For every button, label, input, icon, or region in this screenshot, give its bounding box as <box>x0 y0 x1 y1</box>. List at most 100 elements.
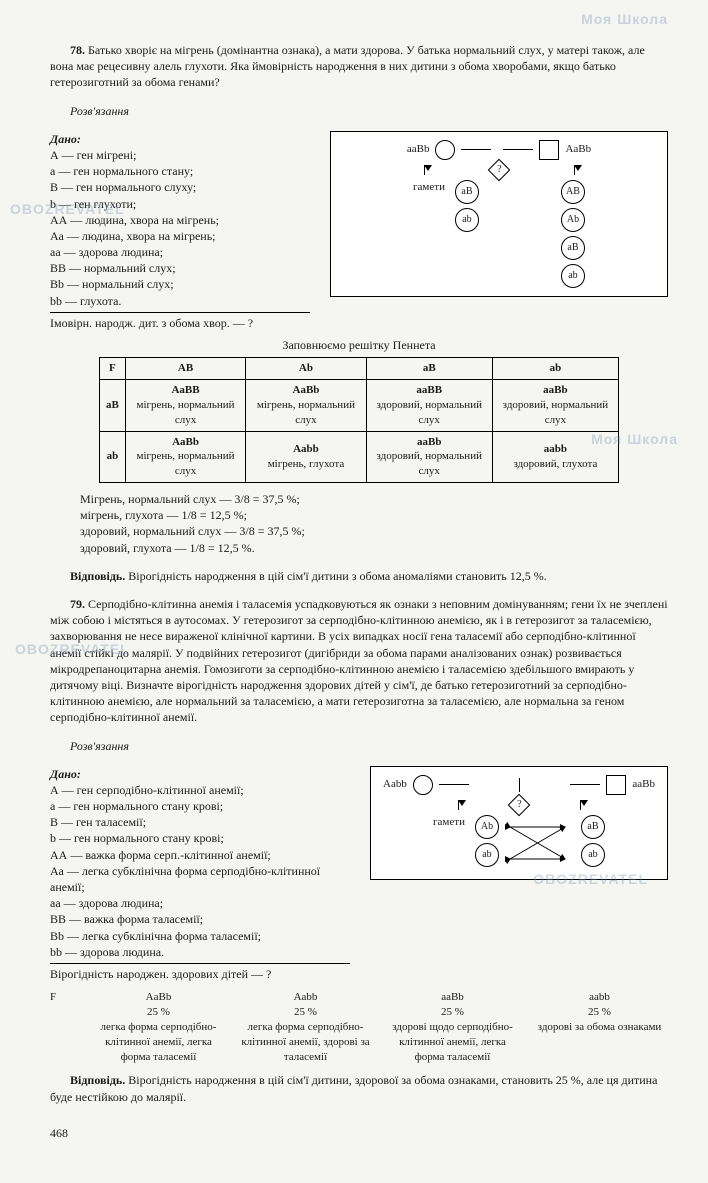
punnett-cell: Aabbмігрень, глухота <box>246 431 366 483</box>
father-genotype: AaBb <box>565 142 591 157</box>
male-icon <box>539 140 559 160</box>
female-icon <box>435 140 455 160</box>
punnett-cell: AaBbмігрень, нормальний слух <box>246 380 366 432</box>
punnett-title: Заповнюємо решітку Пеннета <box>50 337 668 353</box>
results-row-pct: 25 % 25 % 25 % 25 % <box>50 1005 668 1020</box>
punnett-row-header: aB <box>100 380 126 432</box>
punnett-col-header: aB <box>366 358 492 380</box>
summary-line: Мігрень, нормальний слух — 3/8 = 37,5 %; <box>80 491 668 507</box>
result-geno: Aabb <box>237 990 374 1005</box>
punnett-cell: aaBbздоровий, нормальний слух <box>366 431 492 483</box>
punnett-cell: aaBBздоровий, нормальний слух <box>366 380 492 432</box>
summary-line: мігрень, глухота — 1/8 = 12,5 %; <box>80 507 668 523</box>
dano-item: Вb — легка субклінічна форма таласемії; <box>50 928 350 944</box>
problem-text: Батько хворіє на мігрень (домінантна озн… <box>50 43 645 89</box>
dano-question: Вірогідність народжен. здорових дітей — … <box>50 963 350 982</box>
pedigree-diagram: aaBb AaBb ? <box>330 131 668 297</box>
pedigree-diagram: Aabb aaBb ? гамети Ab <box>370 766 668 880</box>
result-pct: 25 % <box>90 1005 227 1020</box>
summary-line: здоровий, нормальний слух — 3/8 = 37,5 %… <box>80 523 668 539</box>
gamete: Ab <box>475 815 499 839</box>
dano-item: bb — здорова людина. <box>50 944 350 960</box>
gamete: ab <box>581 843 605 867</box>
f-label: F <box>50 990 80 1005</box>
offspring-icon: ? <box>508 793 531 816</box>
result-geno: AaBb <box>90 990 227 1005</box>
dano-item: Аа — легка субклінічна форма серподібно-… <box>50 863 350 895</box>
gamete: aB <box>581 815 605 839</box>
section-rozv: Розв'язання <box>50 738 668 754</box>
gamete: Ab <box>561 208 585 232</box>
dano-item: а — ген нормального стану крові; <box>50 798 350 814</box>
punnett-cell: aabbздоровий, глухота <box>492 431 618 483</box>
punnett-col-header: ab <box>492 358 618 380</box>
dano-block: Дано: А — ген серподібно-клітинної анемі… <box>50 766 350 982</box>
cross-arrows-icon <box>505 815 575 871</box>
mother-genotype: Aabb <box>383 777 407 792</box>
punnett-col-header: Ab <box>246 358 366 380</box>
gamete: ab <box>475 843 499 867</box>
punnett-cell: aaBbздоровий, нормальний слух <box>492 380 618 432</box>
result-pct: 25 % <box>384 1005 521 1020</box>
result-geno: aabb <box>531 990 668 1005</box>
male-icon <box>606 775 626 795</box>
dano-item: В — ген нормального слуху; <box>50 179 310 195</box>
dano-item: Аа — людина, хвора на мігрень; <box>50 228 310 244</box>
answer-text: Вірогідність народження в цій сім'ї дити… <box>128 569 547 583</box>
punnett-cell: AaBbмігрень, нормальний слух <box>125 431 245 483</box>
punnett-cell: AaBBмігрень, нормальний слух <box>125 380 245 432</box>
female-icon <box>413 775 433 795</box>
dano-item: А — ген мігрені; <box>50 147 310 163</box>
problem-number: 78. <box>70 43 85 57</box>
gametes-label: гамети <box>433 815 465 830</box>
section-rozv: Розв'язання <box>50 103 668 119</box>
dano-item: ВВ — важка форма таласемії; <box>50 911 350 927</box>
result-pheno: здорові щодо серподібно-клітинної анемії… <box>384 1020 521 1065</box>
answer-label: Відповідь. <box>70 569 125 583</box>
answer-line: Відповідь. Вірогідність народження в цій… <box>50 568 668 584</box>
gamete: ab <box>455 208 479 232</box>
dano-label: Дано: <box>50 131 310 147</box>
dano-label: Дано: <box>50 766 350 782</box>
dano-item: АА — важка форма серп.-клітинної анемії; <box>50 847 350 863</box>
answer-text: Вірогідність народження в цій сім'ї дити… <box>50 1073 657 1103</box>
gamete: AB <box>561 180 585 204</box>
mother-genotype: aaBb <box>407 142 430 157</box>
dano-item: b — ген нормального стану крові; <box>50 830 350 846</box>
answer-line: Відповідь. Вірогідність народження в цій… <box>50 1072 668 1104</box>
dano-item: В — ген таласемії; <box>50 814 350 830</box>
result-pheno: легка форма серподібно-клітинної анемії,… <box>90 1020 227 1065</box>
gamete: aB <box>455 180 479 204</box>
dano-item: А — ген серподібно-клітинної анемії; <box>50 782 350 798</box>
answer-label: Відповідь. <box>70 1073 125 1087</box>
punnett-row-header: ab <box>100 431 126 483</box>
dano-item: ВВ — нормальний слух; <box>50 260 310 276</box>
dano-item: АА — людина, хвора на мігрень; <box>50 212 310 228</box>
gamete: aB <box>561 236 585 260</box>
gamete: ab <box>561 264 585 288</box>
result-pct: 25 % <box>237 1005 374 1020</box>
dano-item: bb — глухота. <box>50 293 310 309</box>
gametes-label: гамети <box>413 180 445 195</box>
punnett-col-header: AB <box>125 358 245 380</box>
punnett-square: F AB Ab aB ab aB AaBBмігрень, нормальний… <box>99 357 619 483</box>
problem-text: Серподібно-клітинна анемія і таласемія у… <box>50 597 668 724</box>
result-pheno: здорові за обома ознаками <box>531 1020 668 1065</box>
dano-item: Вb — нормальний слух; <box>50 276 310 292</box>
result-pheno: легка форма серподібно-клітинної анемії,… <box>237 1020 374 1065</box>
father-genotype: aaBb <box>632 777 655 792</box>
dano-item: аа — здорова людина; <box>50 895 350 911</box>
watermark: Моя Школа <box>581 10 668 29</box>
dano-question: Імовірн. народж. дит. з обома хвор. — ? <box>50 312 310 331</box>
summary-block: Мігрень, нормальний слух — 3/8 = 37,5 %;… <box>80 491 668 556</box>
problem-number: 79. <box>70 597 85 611</box>
problem-statement: 78. Батько хворіє на мігрень (домінантна… <box>50 42 668 91</box>
result-geno: aaBb <box>384 990 521 1005</box>
dano-item: b — ген глухоти; <box>50 196 310 212</box>
dano-block: Дано: А — ген мігрені; а — ген нормально… <box>50 131 310 331</box>
dano-item: аа — здорова людина; <box>50 244 310 260</box>
offspring-icon: ? <box>488 158 511 181</box>
page-number: 468 <box>50 1125 668 1141</box>
result-pct: 25 % <box>531 1005 668 1020</box>
summary-line: здоровий, глухота — 1/8 = 12,5 %. <box>80 540 668 556</box>
